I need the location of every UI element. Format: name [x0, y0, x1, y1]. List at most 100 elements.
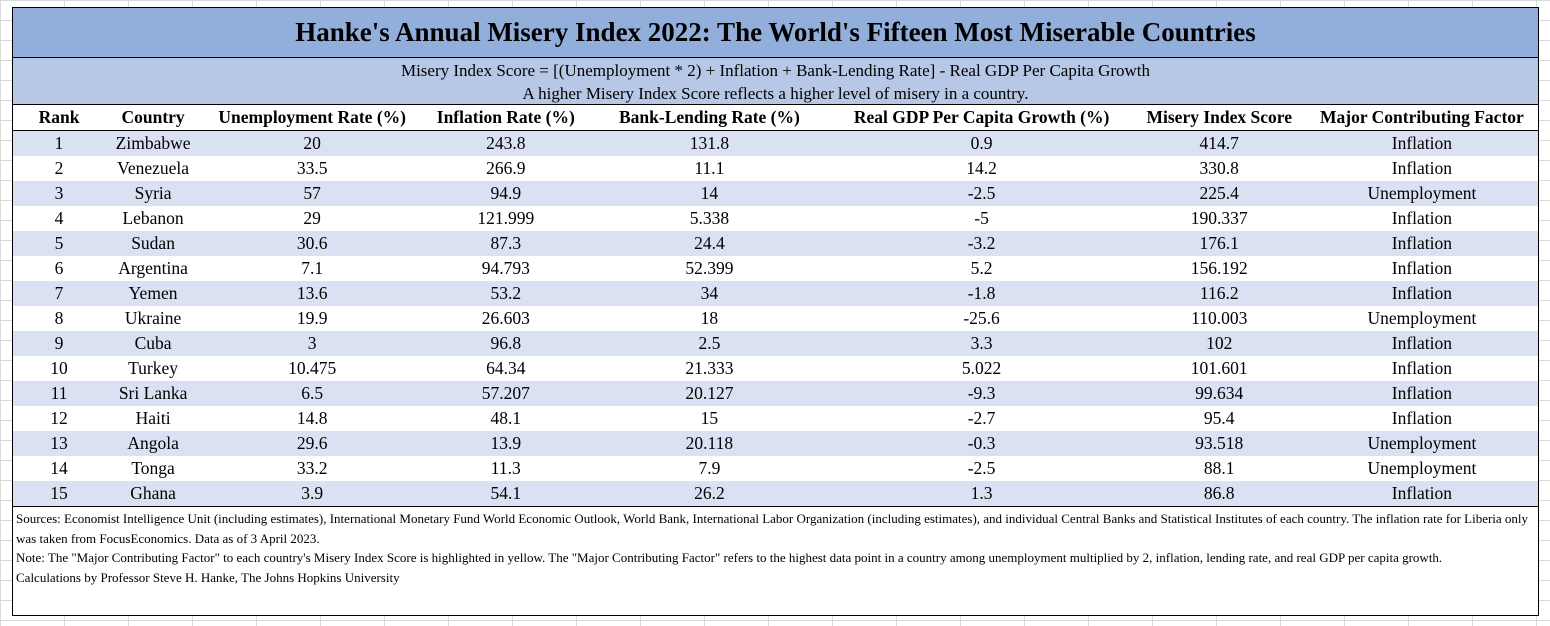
table-body: 1 Zimbabwe 20 243.8 131.8 0.9 414.7 Inflation 2 V… — [13, 130, 1538, 507]
bank-lending-cell: 15 — [588, 406, 831, 431]
misery-score-cell: 116.2 — [1132, 281, 1306, 306]
inflation-cell: 54.1 — [423, 481, 589, 507]
inflation-cell: 243.8 — [423, 130, 589, 156]
gdp-growth-cell: 14.2 — [830, 156, 1133, 181]
unemployment-cell: 20 — [201, 130, 424, 156]
misery-score-cell: 414.7 — [1132, 130, 1306, 156]
inflation-cell: 94.9 — [423, 181, 589, 206]
unemployment-cell: 29 — [201, 206, 424, 231]
header-country: Country — [105, 105, 202, 131]
misery-score-cell: 86.8 — [1132, 481, 1306, 507]
formula-band: Misery Index Score = [(Unemployment * 2)… — [13, 58, 1538, 105]
major-factor-cell: Inflation — [1305, 206, 1538, 231]
table-title: Hanke's Annual Misery Index 2022: The Wo… — [13, 8, 1538, 58]
unemployment-cell: 19.9 — [201, 306, 424, 331]
table-row: 7 Yemen 13.6 53.2 34 -1.8 116.2 Inflation — [13, 281, 1538, 306]
country-cell: Ukraine — [105, 306, 202, 331]
header-inflation: Inflation Rate (%) — [423, 105, 589, 131]
rank-cell: 10 — [13, 356, 106, 381]
country-cell: Cuba — [105, 331, 202, 356]
rank-cell: 7 — [13, 281, 106, 306]
rank-cell: 3 — [13, 181, 106, 206]
bank-lending-cell: 11.1 — [588, 156, 831, 181]
unemployment-cell: 33.2 — [201, 456, 424, 481]
misery-score-cell: 176.1 — [1132, 231, 1306, 256]
gdp-growth-cell: -5 — [830, 206, 1133, 231]
country-cell: Lebanon — [105, 206, 202, 231]
table-row: 3 Syria 57 94.9 14 -2.5 225.4 Unemployment — [13, 181, 1538, 206]
major-factor-cell: Unemployment — [1305, 456, 1538, 481]
table-row: 10 Turkey 10.475 64.34 21.333 5.022 101.601 Inf… — [13, 356, 1538, 381]
table-row: 12 Haiti 14.8 48.1 15 -2.7 95.4 Inflation — [13, 406, 1538, 431]
country-cell: Tonga — [105, 456, 202, 481]
inflation-cell: 53.2 — [423, 281, 589, 306]
header-gdp-growth: Real GDP Per Capita Growth (%) — [830, 105, 1133, 131]
gdp-growth-cell: 3.3 — [830, 331, 1133, 356]
major-factor-cell: Unemployment — [1305, 306, 1538, 331]
misery-score-cell: 101.601 — [1132, 356, 1306, 381]
gdp-growth-cell: -25.6 — [830, 306, 1133, 331]
country-cell: Haiti — [105, 406, 202, 431]
notes-section: Sources: Economist Intelligence Unit (in… — [13, 507, 1538, 587]
header-unemployment: Unemployment Rate (%) — [201, 105, 424, 131]
table-row: 2 Venezuela 33.5 266.9 11.1 14.2 330.8 Inflatio… — [13, 156, 1538, 181]
misery-score-cell: 110.003 — [1132, 306, 1306, 331]
unemployment-cell: 6.5 — [201, 381, 424, 406]
country-cell: Turkey — [105, 356, 202, 381]
rank-cell: 2 — [13, 156, 106, 181]
table-row: 14 Tonga 33.2 11.3 7.9 -2.5 88.1 Unemployment — [13, 456, 1538, 481]
misery-score-cell: 95.4 — [1132, 406, 1306, 431]
subtitle-text: A higher Misery Index Score reflects a h… — [522, 84, 1029, 103]
inflation-cell: 57.207 — [423, 381, 589, 406]
inflation-cell: 87.3 — [423, 231, 589, 256]
misery-score-cell: 190.337 — [1132, 206, 1306, 231]
bank-lending-cell: 20.127 — [588, 381, 831, 406]
rank-cell: 11 — [13, 381, 106, 406]
table-row: 1 Zimbabwe 20 243.8 131.8 0.9 414.7 Inflation — [13, 130, 1538, 156]
rank-cell: 6 — [13, 256, 106, 281]
bank-lending-cell: 20.118 — [588, 431, 831, 456]
unemployment-cell: 13.6 — [201, 281, 424, 306]
header-row: Rank Country Unemployment Rate (%) Infla… — [13, 105, 1538, 131]
table-row: 11 Sri Lanka 6.5 57.207 20.127 -9.3 99.634 Infl… — [13, 381, 1538, 406]
rank-cell: 8 — [13, 306, 106, 331]
unemployment-cell: 57 — [201, 181, 424, 206]
gdp-growth-cell: -3.2 — [830, 231, 1133, 256]
unemployment-cell: 33.5 — [201, 156, 424, 181]
major-factor-cell: Inflation — [1305, 281, 1538, 306]
rank-cell: 4 — [13, 206, 106, 231]
highlight-note: Note: The "Major Contributing Factor" to… — [16, 550, 1443, 565]
unemployment-cell: 10.475 — [201, 356, 424, 381]
bank-lending-cell: 24.4 — [588, 231, 831, 256]
inflation-cell: 121.999 — [423, 206, 589, 231]
misery-index-table-frame: Hanke's Annual Misery Index 2022: The Wo… — [12, 7, 1539, 616]
major-factor-cell: Inflation — [1305, 356, 1538, 381]
country-cell: Angola — [105, 431, 202, 456]
table-row: 4 Lebanon 29 121.999 5.338 -5 190.337 Inflation — [13, 206, 1538, 231]
gdp-growth-cell: 5.2 — [830, 256, 1133, 281]
table-row: 5 Sudan 30.6 87.3 24.4 -3.2 176.1 Inflation — [13, 231, 1538, 256]
country-cell: Venezuela — [105, 156, 202, 181]
misery-score-cell: 99.634 — [1132, 381, 1306, 406]
gdp-growth-cell: -2.5 — [830, 181, 1133, 206]
gdp-growth-cell: 5.022 — [830, 356, 1133, 381]
rank-cell: 9 — [13, 331, 106, 356]
unemployment-cell: 3.9 — [201, 481, 424, 507]
gdp-growth-cell: -1.8 — [830, 281, 1133, 306]
table-row: 6 Argentina 7.1 94.793 52.399 5.2 156.192 Infla… — [13, 256, 1538, 281]
inflation-cell: 96.8 — [423, 331, 589, 356]
rank-cell: 14 — [13, 456, 106, 481]
table-row: 15 Ghana 3.9 54.1 26.2 1.3 86.8 Inflation — [13, 481, 1538, 507]
misery-score-cell: 93.518 — [1132, 431, 1306, 456]
inflation-cell: 64.34 — [423, 356, 589, 381]
major-factor-cell: Unemployment — [1305, 431, 1538, 456]
country-cell: Yemen — [105, 281, 202, 306]
header-bank-lending: Bank-Lending Rate (%) — [588, 105, 831, 131]
misery-score-cell: 330.8 — [1132, 156, 1306, 181]
major-factor-cell: Inflation — [1305, 406, 1538, 431]
rank-cell: 12 — [13, 406, 106, 431]
misery-score-cell: 225.4 — [1132, 181, 1306, 206]
bank-lending-cell: 131.8 — [588, 130, 831, 156]
rank-cell: 1 — [13, 130, 106, 156]
bank-lending-cell: 18 — [588, 306, 831, 331]
